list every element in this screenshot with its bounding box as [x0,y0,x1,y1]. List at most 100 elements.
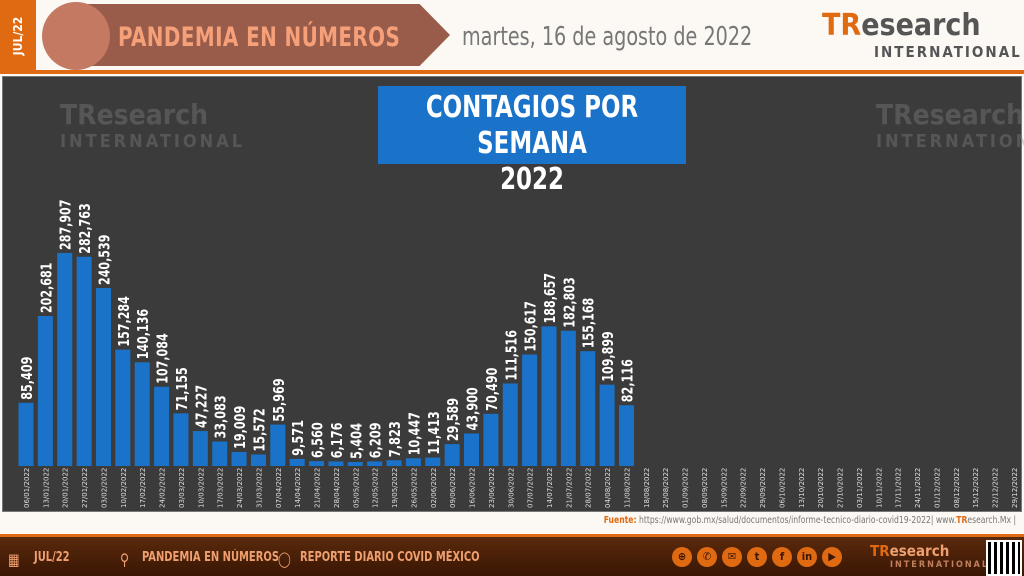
bar [154,386,170,466]
x-tick-label: 02/06/2022 [430,468,438,508]
x-tick-label: 06/10/2022 [778,468,786,508]
data-label: 85,409 [18,357,36,400]
x-tick-label: 04/08/2022 [604,468,612,508]
data-label: 150,617 [522,301,540,351]
twitter-icon[interactable]: t [747,547,767,567]
data-label: 5,404 [347,423,365,459]
x-tick-label: 24/03/2022 [236,468,244,508]
x-tick-label: 29/12/2022 [1011,468,1019,508]
x-tick-label: 12/05/2022 [372,468,380,508]
bar [522,354,538,466]
x-tick-label: 05/05/2022 [352,468,360,508]
data-label: 82,116 [618,359,636,402]
data-label: 33,083 [212,395,230,438]
x-tick-label: 21/04/2022 [314,468,322,508]
data-label: 182,803 [560,277,578,327]
bar [444,444,460,466]
data-label: 109,899 [599,331,617,381]
x-tick-label: 03/03/2022 [178,468,186,508]
globe-icon[interactable]: ⊕ [672,547,692,567]
facebook-icon[interactable]: f [772,547,792,567]
divider [0,70,1024,74]
bar [309,461,325,466]
footer: ▦ JUL/22 ⚲ PANDEMIA EN NÚMEROS ◯ REPORTE… [0,534,1024,576]
x-tick-label: 25/08/2022 [662,468,670,508]
calendar-icon: ▦ [8,550,20,569]
x-tick-label: 10/11/2022 [875,468,883,508]
x-tick-label: 13/10/2022 [798,468,806,508]
x-tick-label: 17/03/2022 [217,468,225,508]
mexico-map-icon [42,2,110,70]
bar [115,349,131,466]
x-tick-label: 03/11/2022 [856,468,864,508]
x-tick-label: 30/06/2022 [507,468,515,508]
x-tick-label: 23/06/2022 [488,468,496,508]
data-label: 43,900 [464,387,482,430]
x-tick-label: 08/12/2022 [953,468,961,508]
x-tick-label: 19/05/2022 [391,468,399,508]
chart-title: CONTAGIOS POR SEMANA [425,90,639,161]
x-tick-label: 26/05/2022 [410,468,418,508]
bar [192,431,208,466]
data-label: 10,447 [405,412,423,455]
data-label: 6,560 [309,422,327,458]
data-label: 282,763 [76,203,94,253]
x-tick-label: 27/10/2022 [837,468,845,508]
x-tick-label: 03/02/2022 [100,468,108,508]
bar [95,288,111,466]
qr-code[interactable] [986,540,1022,576]
logo-rest: esearch [861,8,981,43]
bar [425,457,441,466]
data-label: 202,681 [37,263,55,313]
data-label: 111,516 [502,330,520,380]
data-label: 240,539 [95,235,113,285]
bar [270,424,286,466]
bar [464,433,480,466]
month-tag: JUL/22 [0,0,36,72]
youtube-icon[interactable]: ▶ [822,547,842,567]
bar [173,413,189,466]
x-tick-label: 17/02/2022 [139,468,147,508]
data-label: 9,571 [289,420,307,456]
x-tick-label: 01/09/2022 [682,468,690,508]
bar [18,402,34,466]
mail-icon[interactable]: ✉ [722,547,742,567]
x-tick-label: 29/09/2022 [759,468,767,508]
footer-pandemia[interactable]: PANDEMIA EN NÚMEROS [142,550,279,565]
source-note: Fuente: https://www.gob.mx/salud/documen… [603,515,1016,526]
data-label: 6,176 [328,422,346,458]
bar [250,454,266,466]
bar [289,458,305,466]
x-tick-label: 14/07/2022 [546,468,554,508]
bar [483,413,499,466]
bar [405,458,421,466]
x-tick-label: 21/07/2022 [565,468,573,508]
x-tick-label: 22/12/2022 [992,468,1000,508]
x-tick-label: 10/02/2022 [120,468,128,508]
x-tick-label: 15/09/2022 [720,468,728,508]
footer-reporte[interactable]: REPORTE DIARIO COVID MÉXICO [300,550,480,565]
map-pin-icon: ⚲ [120,550,129,569]
footer-logo: TResearch INTERNATIONAL [870,542,990,570]
x-tick-label: 24/11/2022 [914,468,922,508]
x-tick-label: 07/04/2022 [275,468,283,508]
data-label: 287,907 [57,200,75,250]
banner-title: PANDEMIA EN NÚMEROS [118,22,401,53]
x-tick-label: 18/08/2022 [643,468,651,508]
bar [502,383,518,466]
x-tick-label: 10/03/2022 [197,468,205,508]
x-tick-label: 11/08/2022 [623,468,631,508]
data-label: 157,284 [115,296,133,346]
banner [70,4,450,66]
data-label: 29,589 [444,398,462,441]
x-tick-label: 17/11/2022 [895,468,903,508]
watermark-logo-left: TResearch INTERNATIONAL [60,98,246,152]
header: JUL/22 PANDEMIA EN NÚMEROS martes, 16 de… [0,0,1024,72]
data-label: 47,227 [192,385,210,428]
bar [367,461,383,466]
chat-icon: ◯ [278,550,291,568]
data-label: 188,657 [541,273,559,323]
linkedin-icon[interactable]: in [797,547,817,567]
phone-icon[interactable]: ✆ [697,547,717,567]
